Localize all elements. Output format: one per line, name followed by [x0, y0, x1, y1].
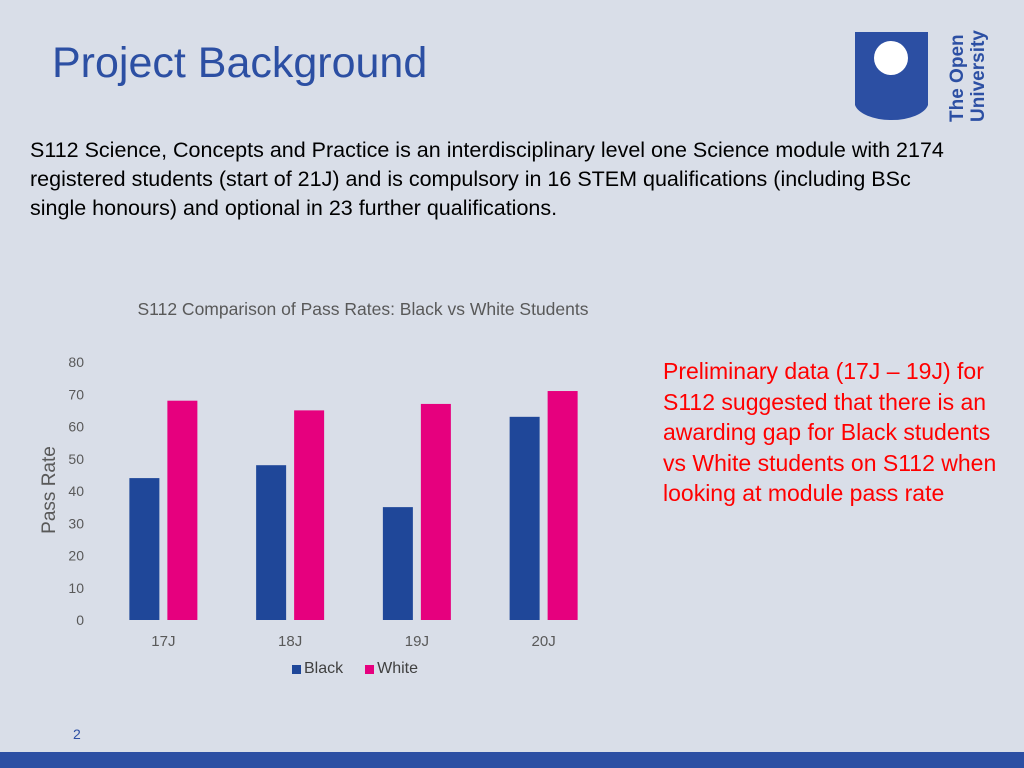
- y-tick-label: 50: [68, 451, 84, 467]
- x-tick-label: 19J: [405, 633, 429, 650]
- x-tick-label: 18J: [278, 633, 302, 650]
- y-tick-label: 10: [68, 580, 84, 596]
- y-tick-label: 0: [76, 612, 84, 628]
- legend-item-black: Black: [291, 660, 344, 678]
- chart-title: S112 Comparison of Pass Rates: Black vs …: [137, 299, 589, 319]
- legend-label-white: White: [377, 660, 419, 677]
- legend-swatch-black: [291, 664, 301, 674]
- x-tick-label: 17J: [151, 633, 175, 650]
- y-tick-label: 30: [68, 515, 84, 531]
- bar-black-20j: [509, 416, 540, 620]
- bar-white-18j: [294, 410, 325, 620]
- logo-text-line1: The Open: [947, 34, 968, 122]
- legend-label-black: Black: [303, 660, 344, 677]
- bar-black-19j: [382, 507, 413, 620]
- x-tick-label: 20J: [532, 633, 556, 650]
- bar-black-17j: [129, 478, 160, 620]
- y-tick-label: 40: [68, 483, 84, 499]
- logo-shield: [855, 32, 928, 121]
- preliminary-data-note: Preliminary data (17J – 19J) for S112 su…: [663, 358, 997, 507]
- logo-circle: [874, 41, 908, 75]
- chart-legend: Black White: [230, 660, 480, 678]
- open-university-logo: The Open University: [855, 30, 988, 122]
- y-tick-label: 20: [68, 548, 84, 564]
- bar-white-17j: [167, 400, 198, 620]
- legend-swatch-white: [365, 664, 375, 674]
- bar-white-19j: [420, 403, 451, 620]
- page-number: 2: [73, 726, 81, 742]
- bottom-bar: [0, 752, 1024, 768]
- legend-item-white: White: [365, 660, 418, 678]
- bar-chart: 0 10 20 30 40 50 60 70 80 17J 18J 19J 20J: [68, 354, 578, 650]
- intro-paragraph: S112 Science, Concepts and Practice is a…: [30, 138, 944, 220]
- bar-black-18j: [256, 465, 287, 620]
- y-tick-label: 70: [68, 386, 84, 402]
- y-tick-label: 60: [68, 419, 84, 435]
- slide-title: Project Background: [52, 39, 428, 87]
- y-tick-label: 80: [68, 354, 84, 370]
- bar-white-20j: [547, 391, 578, 620]
- logo-text-line2: University: [968, 30, 988, 122]
